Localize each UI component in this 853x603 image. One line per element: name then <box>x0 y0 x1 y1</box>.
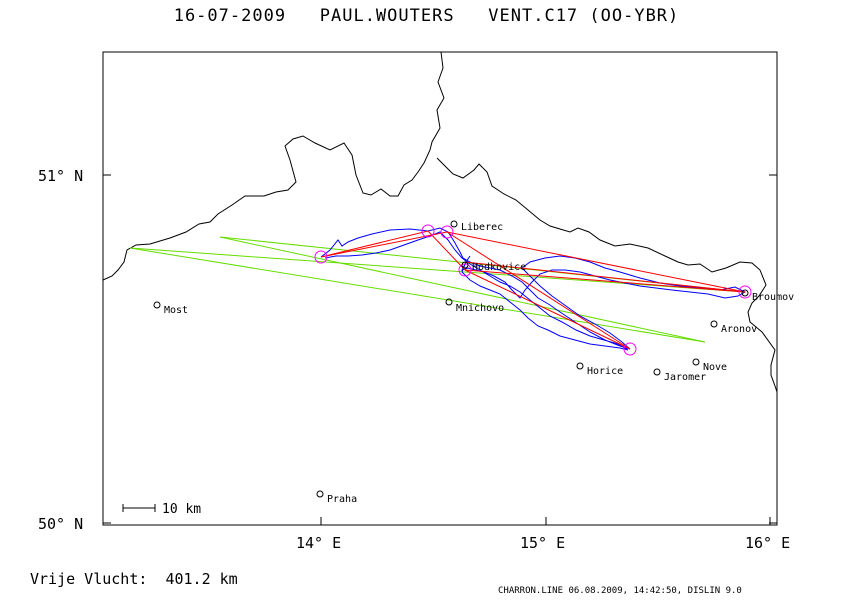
sector-lines <box>129 236 746 343</box>
lon-label-14: 14° E <box>296 534 341 552</box>
place-marker-hodkovice <box>461 261 469 269</box>
place-label-hodkovice: Hodkovice <box>472 262 526 273</box>
place-label-jaromer: Jaromer <box>664 372 706 383</box>
place-marker-nove <box>692 358 700 366</box>
place-marker-aronov <box>710 320 718 328</box>
lat-label-50: 50° N <box>38 515 83 533</box>
lon-label-16: 16° E <box>745 534 790 552</box>
place-label-broumov: Broumov <box>752 292 794 303</box>
turnpoint-circle <box>738 285 752 299</box>
lon-label-15: 15° E <box>520 534 565 552</box>
turnpoint-circle <box>440 225 454 239</box>
turnpoint-circle <box>623 342 637 356</box>
turnpoint-circle <box>314 250 328 264</box>
country-border <box>102 51 778 393</box>
place-marker-mnichovo <box>445 298 453 306</box>
turnpoint-circle <box>421 224 435 238</box>
place-marker-jaromer <box>653 368 661 376</box>
scale-bar <box>122 504 156 512</box>
footer-info: CHARRON.LINE 06.08.2009, 14:42:50, DISLI… <box>498 586 742 596</box>
lat-label-51: 51° N <box>38 167 83 185</box>
place-label-liberec: Liberec <box>461 222 503 233</box>
place-label-most: Most <box>164 305 188 316</box>
place-markers <box>153 220 749 498</box>
scale-label: 10 km <box>162 502 201 517</box>
place-label-aronov: Aronov <box>721 324 757 335</box>
map-title: 16-07-2009 PAUL.WOUTERS VENT.C17 (OO-YBR… <box>173 6 680 26</box>
place-marker-liberec <box>450 220 458 228</box>
place-label-praha: Praha <box>327 494 357 505</box>
place-marker-broumov <box>741 289 749 297</box>
place-marker-most <box>153 301 161 309</box>
axis-ticks <box>103 174 777 525</box>
turnpoint-circle <box>458 263 472 277</box>
distance-label: Vrije Vlucht: 401.2 km <box>30 570 238 588</box>
place-label-mnichovo: Mnichovo <box>456 303 504 314</box>
turnpoints <box>314 224 752 356</box>
flight-track <box>320 227 747 351</box>
place-label-nove: Nove <box>703 362 727 373</box>
place-marker-horice <box>576 362 584 370</box>
place-marker-praha <box>316 490 324 498</box>
map-frame <box>102 51 778 526</box>
place-label-horice: Horice <box>587 366 623 377</box>
